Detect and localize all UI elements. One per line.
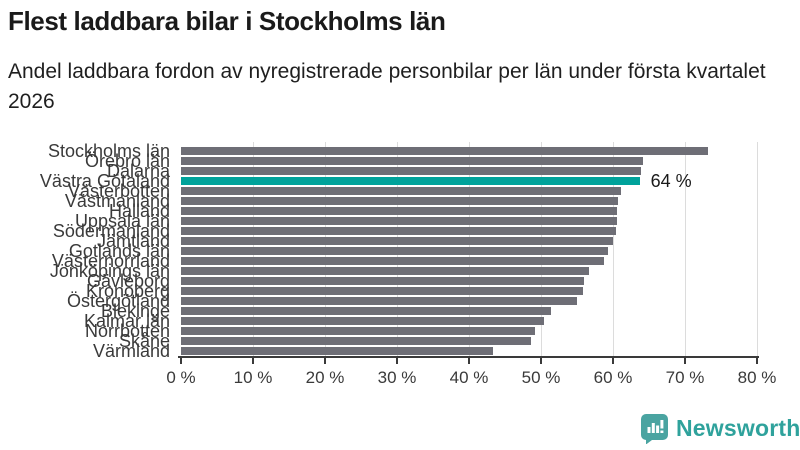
bar-Dalarna: [181, 167, 642, 175]
gridline-70: [684, 142, 686, 357]
y-label-Halland: Halland: [108, 201, 170, 221]
bar-Norrbotten: [181, 327, 536, 335]
x-tick-label-10: 10 %: [233, 368, 273, 387]
y-label-Kronoberg: Kronoberg: [85, 281, 170, 301]
bar-Jönköpings län: [181, 267, 589, 275]
y-label-Värmland: Värmland: [92, 341, 170, 361]
y-label-Stockholms län: Stockholms län: [47, 141, 170, 161]
highlight-value-label: 64 %: [650, 171, 692, 191]
x-tick-label-50: 50 %: [521, 368, 561, 387]
x-tick-label-80: 80 %: [737, 368, 777, 387]
y-label-Uppsala län: Uppsala län: [74, 211, 170, 231]
y-label-Södermanland: Södermanland: [52, 221, 170, 241]
x-tick-60: [612, 358, 614, 364]
gridline-80: [756, 142, 758, 357]
x-tick-label-30: 30 %: [377, 368, 417, 387]
x-tick-50: [540, 358, 542, 364]
x-axis-line: [178, 356, 759, 358]
bar-Uppsala län: [181, 217, 617, 225]
x-tick-label-20: 20 %: [305, 368, 345, 387]
newsworthy-icon: [641, 413, 669, 444]
bar-Västmanland: [181, 197, 619, 205]
plot-area: 64 %: [181, 142, 758, 357]
y-label-Blekinge: Blekinge: [100, 301, 170, 321]
y-label-Östergötland: Östergötland: [66, 291, 170, 311]
y-label-Gävleborg: Gävleborg: [86, 271, 170, 291]
y-label-Jönköpings län: Jönköpings län: [49, 261, 170, 281]
chart-subtitle: Andel laddbara fordon av nyregistrerade …: [8, 60, 766, 113]
y-label-Västmanland: Västmanland: [64, 191, 170, 211]
x-tick-30: [396, 358, 398, 364]
bar-Örebro län: [181, 157, 643, 165]
bar-Skåne: [181, 337, 531, 345]
y-label-Gotlands län: Gotlands län: [68, 241, 170, 261]
y-label-Örebro län: Örebro län: [84, 151, 170, 171]
bar-Kronoberg: [181, 287, 583, 295]
x-tick-0: [180, 358, 182, 364]
y-label-Dalarna: Dalarna: [106, 161, 170, 181]
y-label-Västra Götaland: Västra Götaland: [39, 171, 170, 191]
x-tick-40: [468, 358, 470, 364]
bar-Värmland: [181, 347, 494, 355]
bar-Kalmar län: [181, 317, 544, 325]
x-tick-10: [252, 358, 254, 364]
newsworthy-wordmark: Newsworthy: [676, 415, 800, 441]
bar-Gävleborg: [181, 277, 585, 285]
y-label-Kalmar län: Kalmar län: [83, 311, 170, 331]
y-label-Västerbotten: Västerbotten: [67, 181, 170, 201]
x-tick-label-0: 0 %: [166, 368, 196, 387]
bar-Västernorrland: [181, 257, 604, 265]
bar-Södermanland: [181, 227, 616, 235]
bar-Blekinge: [181, 307, 552, 315]
bar-Västerbotten: [181, 187, 621, 195]
y-label-Skåne: Skåne: [118, 331, 170, 351]
bar-Västra Götaland: [181, 177, 640, 185]
bar-Östergötland: [181, 297, 577, 305]
y-label-Norrbotten: Norrbotten: [84, 321, 170, 341]
bar-Jämtland: [181, 237, 613, 245]
gridline-60: [612, 142, 614, 357]
bar-Stockholms län: [181, 147, 709, 155]
x-tick-20: [324, 358, 326, 364]
chart-title: Flest laddbara bilar i Stockholms län: [8, 6, 446, 36]
newsworthy-logo: Newsworthy: [641, 413, 800, 444]
x-tick-label-40: 40 %: [449, 368, 489, 387]
x-tick-label-60: 60 %: [593, 368, 633, 387]
bar-Gotlands län: [181, 247, 608, 255]
x-tick-70: [684, 358, 686, 364]
y-label-Jämtland: Jämtland: [96, 231, 170, 251]
y-label-Västernorrland: Västernorrland: [51, 251, 170, 271]
bar-Halland: [181, 207, 617, 215]
y-axis-labels: Stockholms län Örebro län Dalarna Västra Gö…: [0, 141, 170, 361]
x-tick-label-70: 70 %: [665, 368, 705, 387]
x-tick-80: [756, 358, 758, 364]
